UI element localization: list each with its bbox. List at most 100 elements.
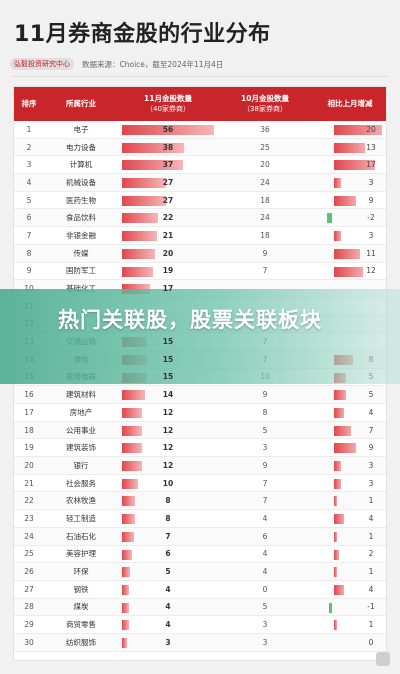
- rank-cell: 23: [24, 513, 34, 523]
- nov-count-cell: 56: [118, 121, 218, 138]
- table-row: 3 计算机 37 20 17: [14, 156, 386, 175]
- table-row: 19 建筑装饰 12 3 9: [14, 439, 386, 458]
- table-row: 23 轻工制造 8 4 4: [14, 510, 386, 528]
- nov-count-value: 12: [162, 425, 174, 435]
- rank-cell: 10: [14, 280, 44, 297]
- header-change-label: 相比上月增减: [327, 99, 373, 108]
- rank-cell: 29: [24, 620, 34, 630]
- change-value: 1: [368, 531, 374, 541]
- nov-count-value: 4: [165, 602, 171, 612]
- change-value: 9: [368, 443, 374, 453]
- nov-count-bar: [122, 425, 142, 436]
- change-value: 3: [368, 478, 374, 488]
- industry-cell: 建筑材料: [66, 390, 96, 400]
- nov-count-bar: [122, 160, 183, 171]
- nov-count-value: 6: [165, 549, 171, 559]
- oct-count-cell: 7: [262, 266, 268, 276]
- nov-count-bar: [122, 178, 166, 189]
- header-change: 相比上月增减: [312, 87, 388, 121]
- nov-count-cell: 15: [118, 369, 218, 386]
- rank-cell: 5: [26, 195, 32, 205]
- change-cell: 3: [312, 457, 388, 474]
- change-value: 5: [368, 390, 374, 400]
- nov-count-cell: 27: [118, 174, 218, 191]
- oct-count-cell: 7: [262, 478, 268, 488]
- change-bar: [334, 549, 339, 560]
- rank-cell: 6: [26, 213, 32, 223]
- industry-cell: 机械设备: [66, 177, 96, 187]
- industry-cell: 美容护理: [66, 549, 96, 559]
- nov-count-cell: 8: [118, 492, 218, 509]
- nov-count-bar: [122, 584, 129, 595]
- nov-count-cell: 4: [118, 581, 218, 598]
- nov-count-cell: 4: [118, 616, 218, 633]
- table-row: 26 环保 5 4 1: [14, 563, 386, 581]
- change-value: 13: [366, 142, 376, 152]
- change-value: -2: [367, 213, 375, 223]
- nov-count-bar: [122, 142, 184, 153]
- table-row: 5 医药生物 27 18 9: [14, 192, 386, 210]
- rank-cell: 1: [26, 124, 32, 134]
- nov-count-cell: 4: [118, 599, 218, 616]
- change-cell: 5: [312, 386, 388, 403]
- oct-count-cell: 7: [262, 496, 268, 506]
- change-cell: 0: [312, 634, 388, 651]
- change-bar: [334, 408, 344, 418]
- change-bar: [334, 195, 356, 206]
- rank-cell: 9: [26, 266, 32, 276]
- change-bar: [334, 125, 382, 135]
- oct-count-cell: 4: [262, 513, 268, 523]
- industry-cell: 钢铁: [73, 584, 89, 594]
- nov-count-cell: 37: [118, 156, 218, 173]
- table-row: 1 电子 56 36 20: [14, 121, 386, 139]
- rank-cell: 26: [24, 567, 34, 577]
- header-oct: 10月金股数量 （38家券商）: [218, 87, 312, 121]
- nov-count-bar: [122, 567, 130, 578]
- table-row: 27 钢铁 4 0 4: [14, 581, 386, 599]
- nov-count-bar: [122, 390, 145, 401]
- oct-count-cell: 18: [260, 195, 270, 205]
- oct-count-cell: 9: [262, 248, 268, 258]
- change-value: 4: [368, 513, 374, 523]
- nov-count-cell: 10: [118, 475, 218, 492]
- nov-count-value: 3: [165, 637, 171, 647]
- nov-count-cell: 6: [118, 546, 218, 563]
- source-badge: 弘毅投资研究中心: [10, 58, 74, 70]
- industry-cell: 国防军工: [66, 266, 96, 276]
- nov-count-cell: 17: [118, 280, 218, 297]
- oct-count-cell: 4: [262, 549, 268, 559]
- nov-count-value: 27: [162, 195, 174, 205]
- industry-cell: 医药生物: [66, 195, 96, 205]
- nov-count-cell: 21: [118, 227, 218, 244]
- change-bar: [334, 478, 341, 489]
- nov-count-value: 15: [162, 354, 174, 364]
- header-nov-sub: （40家券商）: [146, 105, 190, 113]
- industry-cell: 计算机: [69, 160, 93, 170]
- change-value: 9: [368, 195, 374, 205]
- header-rank: 排序: [14, 87, 44, 121]
- change-value: 2: [368, 549, 374, 559]
- oct-count-cell: 9: [262, 390, 268, 400]
- source-text: 数据来源：Choice，截至2024年11月4日: [82, 59, 224, 69]
- nov-count-cell: 22: [118, 209, 218, 226]
- change-bar: [334, 390, 346, 401]
- rank-cell: 21: [24, 478, 34, 488]
- rank-cell: 20: [24, 460, 34, 470]
- change-cell: 7: [312, 422, 388, 439]
- oct-count-cell: 6: [262, 531, 268, 541]
- rank-cell: 16: [24, 390, 34, 400]
- change-bar: [334, 461, 341, 472]
- industry-cell: 农林牧渔: [66, 496, 96, 506]
- nov-count-cell: 3: [118, 634, 218, 651]
- nov-count-value: 37: [162, 160, 174, 170]
- change-value: 1: [368, 496, 374, 506]
- nov-count-value: 19: [162, 266, 174, 276]
- nov-count-value: 8: [165, 513, 171, 523]
- nov-count-cell: 12: [118, 422, 218, 439]
- header-oct-sub: （38家券商）: [243, 105, 287, 113]
- industry-cell: 石油石化: [66, 531, 96, 541]
- header-industry: 所属行业: [44, 87, 118, 121]
- nov-count-cell: 27: [118, 192, 218, 209]
- header-nov-label: 11月金股数量: [144, 94, 192, 103]
- change-bar: [334, 266, 363, 277]
